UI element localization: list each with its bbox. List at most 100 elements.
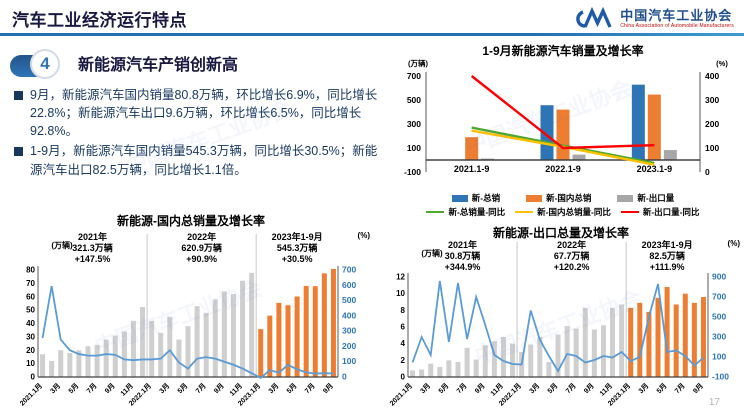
caam-logo-icon (576, 6, 612, 28)
svg-text:0: 0 (705, 167, 710, 177)
svg-text:50: 50 (26, 306, 35, 315)
svg-text:0: 0 (31, 373, 36, 382)
svg-text:+30.5%: +30.5% (282, 254, 313, 264)
svg-text:500: 500 (342, 295, 356, 305)
legend-row: 新-总销量-同比 新-国内总销量-同比 新-出口量-同比 (386, 205, 740, 219)
svg-text:2022.1-9: 2022.1-9 (545, 164, 581, 174)
svg-text:9月: 9月 (103, 382, 116, 395)
nev-sales-growth-plot: (万辆) (%) 700 500 300 100 -100 400 300 200 100 0 2021… (404, 58, 728, 177)
svg-text:200: 200 (705, 119, 719, 129)
svg-text:5月: 5月 (285, 382, 298, 395)
svg-text:100: 100 (705, 143, 719, 153)
legend-swatch (620, 210, 639, 214)
left-axis-ticks: 80 70 60 50 40 30 20 10 0 (26, 266, 35, 382)
svg-text:2022年: 2022年 (557, 240, 586, 250)
svg-text:2021.1月: 2021.1月 (18, 382, 44, 408)
svg-text:200: 200 (342, 341, 356, 351)
svg-text:11月: 11月 (119, 382, 135, 398)
legend-item: 新-国内总销 (526, 192, 591, 204)
section-number-badge: 4 (10, 49, 68, 79)
left-axis-ticks: 12 10 8 6 4 2 0 (396, 273, 405, 382)
svg-text:-100: -100 (404, 167, 421, 177)
svg-text:620.9万辆: 620.9万辆 (181, 242, 222, 253)
svg-text:2022年: 2022年 (187, 231, 216, 242)
legend-swatch (526, 194, 543, 202)
svg-text:7月: 7月 (303, 382, 316, 395)
svg-text:3月: 3月 (419, 382, 432, 395)
svg-text:900: 900 (712, 272, 726, 282)
svg-text:700: 700 (342, 265, 356, 275)
svg-text:-100: -100 (712, 372, 729, 382)
svg-text:82.5万辆: 82.5万辆 (649, 250, 685, 261)
domestic-sales-chart: 新能源-国内总销量及增长率 (万辆) (%) 2021年 321.3万辆 +147.5%… (8, 212, 374, 412)
svg-text:9月: 9月 (692, 382, 705, 395)
svg-text:300: 300 (342, 326, 356, 336)
svg-text:10: 10 (26, 359, 35, 368)
svg-text:500: 500 (712, 312, 726, 322)
svg-text:5月: 5月 (176, 382, 189, 395)
svg-text:2: 2 (401, 356, 406, 365)
svg-text:70: 70 (26, 279, 35, 288)
bullet-item: 9月，新能源汽车国内销量80.8万辆，环比增长6.9%，同比增长22.8%；新能… (14, 86, 380, 140)
svg-text:11月: 11月 (228, 382, 244, 398)
svg-text:9月: 9月 (582, 382, 595, 395)
svg-text:+111.9%: +111.9% (650, 262, 685, 272)
svg-text:5月: 5月 (437, 382, 450, 395)
right-axis-ticks: 900 700 500 300 100 -100 (712, 272, 729, 382)
svg-text:3月: 3月 (49, 382, 62, 395)
svg-text:700: 700 (712, 292, 726, 302)
svg-text:400: 400 (342, 310, 356, 320)
left-axis-unit: (万辆) (421, 248, 443, 258)
legend-item: 新-出口量-同比 (620, 206, 700, 218)
svg-text:300: 300 (705, 95, 719, 105)
legend-swatch (617, 194, 634, 202)
svg-text:2021年: 2021年 (78, 231, 107, 242)
svg-text:100: 100 (712, 352, 726, 362)
legend-swatch (426, 210, 445, 214)
svg-text:7月: 7月 (564, 382, 577, 395)
left-axis-ticks: 700 500 300 100 -100 (404, 71, 421, 177)
svg-text:60: 60 (26, 292, 35, 301)
bullet-list: 9月，新能源汽车国内销量80.8万辆，环比增长6.9%，同比增长22.8%；新能… (14, 86, 380, 181)
chart-title: 新能源-国内总销量及增长率 (117, 214, 265, 228)
right-axis-unit: (%) (358, 231, 371, 240)
svg-text:500: 500 (407, 95, 421, 105)
legend-label: 新-国内总销量-同比 (537, 207, 611, 217)
svg-text:+90.9%: +90.9% (186, 254, 217, 264)
nev-sales-growth-chart: 1-9月新能源汽车销量及增长率 (万辆) (%) 700 500 300 100 -100 4… (386, 42, 740, 230)
logo-subtitle: China Association of Automobile Manufact… (620, 23, 734, 29)
chart-title: 1-9月新能源汽车销量及增长率 (482, 44, 644, 58)
bars (40, 268, 336, 377)
legend-label: 新-出口量-同比 (642, 207, 700, 217)
page-number: 17 (708, 397, 720, 408)
svg-text:7月: 7月 (194, 382, 207, 395)
export-volume-chart: 新能源-出口总量及增长率 (万辆) (%) 2021年 30.8万辆 +344.9% 20… (378, 224, 744, 412)
legend-row: 新-总销 新-国内总销 新-出口量 (386, 191, 740, 205)
legend-item: 新-出口量 (617, 192, 674, 204)
svg-text:30: 30 (26, 332, 35, 341)
left-axis-unit: (万辆) (408, 58, 428, 68)
svg-text:3月: 3月 (528, 382, 541, 395)
svg-text:2023年1-9月: 2023年1-9月 (272, 231, 323, 242)
chart-legend: 新-总销 新-国内总销 新-出口量 新-总销量-同比 新-国内总销量-同比 新-出口量-同… (386, 191, 740, 219)
svg-text:100: 100 (342, 356, 356, 366)
svg-text:9月: 9月 (322, 382, 335, 395)
svg-text:2021.1月: 2021.1月 (388, 382, 414, 408)
svg-text:10: 10 (396, 289, 405, 298)
svg-text:300: 300 (712, 332, 726, 342)
svg-text:12: 12 (396, 273, 405, 282)
svg-text:4: 4 (401, 339, 406, 348)
svg-text:2023.1-9: 2023.1-9 (637, 164, 673, 174)
svg-text:80: 80 (26, 266, 35, 275)
right-axis-unit: (%) (728, 240, 741, 248)
legend-item: 新-国内总销量-同比 (515, 206, 611, 218)
bullet-text: 1-9月，新能源汽车国内销量545.3万辆，同比增长30.5%；新能源汽车出口8… (30, 144, 378, 177)
